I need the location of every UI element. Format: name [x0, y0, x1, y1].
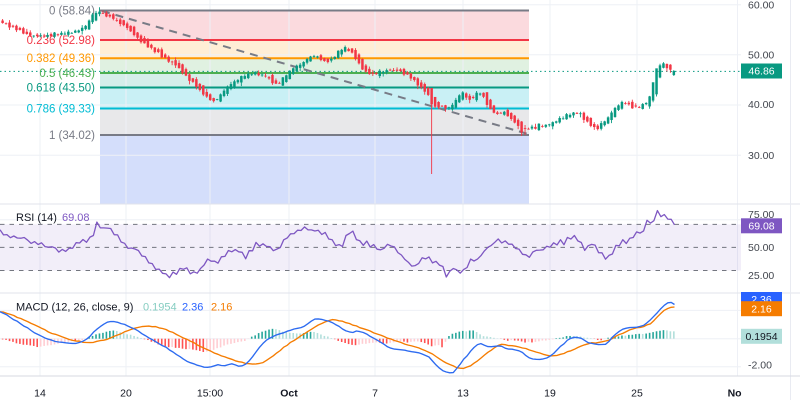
- svg-text:13: 13: [457, 388, 469, 400]
- svg-text:0.5 (46.43): 0.5 (46.43): [39, 68, 95, 80]
- svg-text:MACD (12, 26, close, 9): MACD (12, 26, close, 9): [16, 302, 133, 314]
- svg-text:46.86: 46.86: [748, 66, 774, 78]
- svg-text:50.00: 50.00: [748, 50, 774, 62]
- svg-text:0.1954: 0.1954: [143, 302, 177, 314]
- svg-text:7: 7: [372, 388, 378, 400]
- svg-text:2.16: 2.16: [751, 303, 772, 315]
- svg-text:50.00: 50.00: [748, 242, 774, 254]
- svg-text:40.00: 40.00: [748, 99, 774, 111]
- svg-text:15:00: 15:00: [197, 388, 223, 400]
- svg-text:0.786 (39.33): 0.786 (39.33): [27, 103, 96, 115]
- svg-text:0 (58.84): 0 (58.84): [49, 5, 95, 17]
- svg-text:-2.00: -2.00: [748, 360, 772, 372]
- svg-text:2.16: 2.16: [211, 302, 232, 314]
- svg-text:0.382 (49.36): 0.382 (49.36): [27, 53, 96, 65]
- svg-text:RSI (14): RSI (14): [16, 212, 57, 224]
- svg-text:69.08: 69.08: [62, 212, 90, 224]
- svg-text:0.1954: 0.1954: [745, 331, 777, 343]
- svg-text:25.00: 25.00: [748, 270, 774, 282]
- svg-text:Oct: Oct: [280, 388, 298, 400]
- svg-text:19: 19: [544, 388, 556, 400]
- svg-text:1 (34.02): 1 (34.02): [49, 130, 95, 142]
- svg-text:2.36: 2.36: [182, 302, 203, 314]
- svg-text:30.00: 30.00: [748, 150, 774, 162]
- svg-text:20: 20: [120, 388, 132, 400]
- svg-text:14: 14: [34, 388, 46, 400]
- svg-text:25: 25: [631, 388, 643, 400]
- svg-text:69.08: 69.08: [748, 221, 774, 233]
- svg-text:60.00: 60.00: [748, 0, 774, 11]
- svg-text:0.618 (43.50): 0.618 (43.50): [27, 82, 96, 94]
